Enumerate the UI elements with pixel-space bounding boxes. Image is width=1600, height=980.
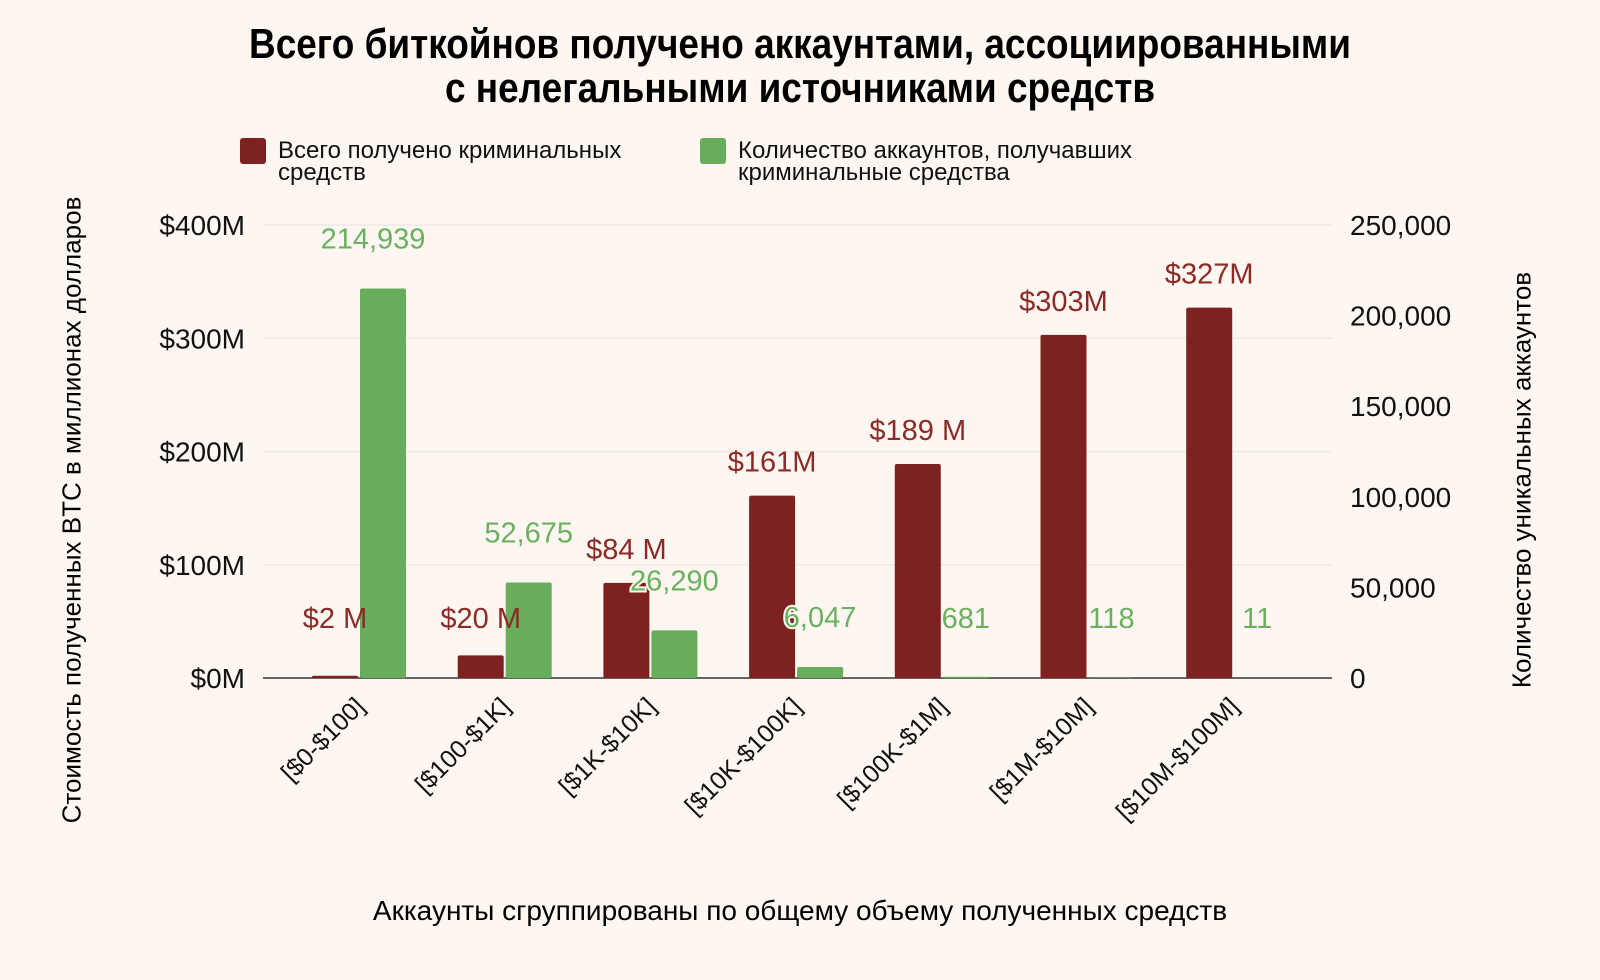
bar-criminal-funds	[1040, 334, 1087, 678]
data-label-accounts: 214,939	[321, 224, 426, 256]
x-tick-label: [$100-$1K]	[410, 692, 516, 798]
data-label-accounts: 118	[1088, 603, 1134, 635]
data-label-criminal-funds: $327M	[1165, 259, 1254, 291]
legend-label: средств	[278, 159, 366, 186]
x-tick-label: [$10K-$100K]	[679, 692, 807, 820]
bar-accounts	[797, 667, 844, 678]
x-tick-label: [$1K-$10K]	[553, 692, 661, 800]
bar-accounts	[360, 288, 406, 678]
legend-item-accounts: Количество аккаунтов, получавших криминал…	[700, 137, 1132, 186]
x-tick-label: [$0-$100]	[276, 692, 370, 786]
y-tick-label: $100M	[159, 550, 245, 581]
data-label-accounts: 681	[942, 603, 990, 635]
x-tick-label: [$1M-$10M]	[985, 692, 1099, 806]
data-label-accounts: 52,675	[484, 518, 573, 550]
legend-swatch-green	[700, 138, 726, 164]
legend-label: Всего получено криминальных	[278, 137, 622, 164]
bar-accounts	[505, 582, 552, 678]
bar-criminal-funds	[1186, 307, 1233, 678]
bar-accounts	[651, 630, 698, 678]
y2-tick-label: 200,000	[1350, 301, 1451, 332]
title-line-2: с нелегальными источниками средств	[444, 64, 1156, 111]
y2-tick-label: 250,000	[1350, 210, 1451, 241]
data-label-criminal-funds: $303M	[1019, 286, 1108, 318]
bar-criminal-funds	[749, 495, 796, 678]
legend-label: Количество аккаунтов, получавших	[738, 137, 1132, 164]
x-tick-label: [$100K-$1M]	[832, 692, 953, 813]
data-label-accounts: 26,290	[630, 565, 719, 597]
y2-tick-label: 150,000	[1350, 391, 1451, 422]
y-tick-label: $300M	[159, 323, 245, 354]
y-tick-label: $0M	[191, 663, 245, 694]
data-label-accounts: 6,047	[784, 602, 857, 634]
y-tick-label: $400M	[159, 210, 245, 241]
y2-tick-label: 100,000	[1350, 482, 1451, 513]
data-label-criminal-funds: $161M	[728, 447, 817, 479]
data-label-criminal-funds: $2 M	[303, 603, 367, 635]
data-label-criminal-funds: $84 M	[586, 534, 667, 566]
data-label-criminal-funds: $20 M	[440, 603, 521, 635]
chart-title: Всего биткойнов получено аккаунтами, асс…	[96, 22, 1504, 110]
title-line-1: Всего биткойнов получено аккаунтами, асс…	[249, 20, 1351, 67]
x-axis-label: Аккаунты сгруппированы по общему объему …	[372, 895, 1228, 926]
legend-swatch-red	[240, 138, 266, 164]
data-label-criminal-funds: $189 M	[869, 415, 966, 447]
bar-criminal-funds	[894, 463, 941, 678]
legend-label: криминальные средства	[738, 159, 1010, 186]
y2-tick-label: 0	[1350, 663, 1366, 694]
x-tick-label: [$10M-$100M]	[1111, 692, 1245, 826]
y-tick-label: $200M	[159, 437, 245, 468]
bar-criminal-funds	[312, 675, 358, 678]
y2-tick-label: 50,000	[1350, 572, 1436, 603]
bar-criminal-funds	[603, 582, 650, 678]
bar-accounts	[942, 676, 989, 678]
data-label-accounts: 11	[1242, 603, 1272, 635]
legend-item-criminal-funds: Всего получено криминальных средств	[240, 137, 622, 186]
bar-criminal-funds	[457, 655, 504, 678]
